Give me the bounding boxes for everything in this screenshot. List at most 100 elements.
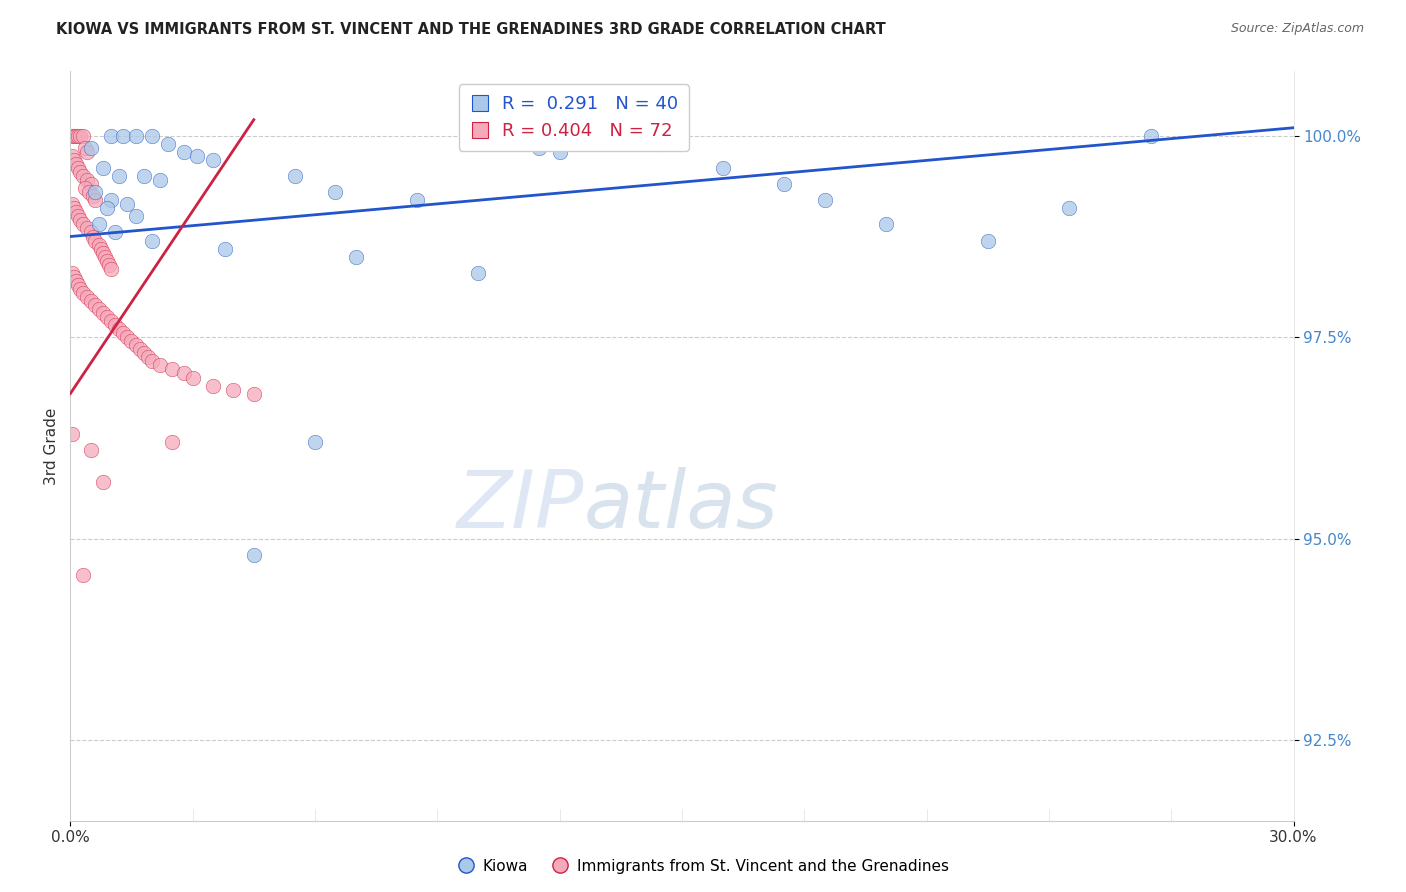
Point (711, 161, 734, 175)
Point (67, 128, 90, 143)
Point (98, 258, 121, 272)
Point (202, 153, 225, 167)
Point (136, 351, 159, 365)
Point (79, 443, 103, 458)
Point (79, 177, 103, 191)
Point (100, 128, 122, 143)
Point (69, 165, 91, 179)
Point (406, 194, 429, 208)
Point (124, 210, 146, 224)
Point (69, 282, 91, 296)
Point (304, 434, 326, 449)
Point (117, 330, 139, 344)
Point (173, 367, 195, 381)
Point (157, 136, 180, 151)
Point (100, 261, 122, 276)
Point (94, 250, 117, 264)
Point (91, 245, 114, 260)
Point (108, 169, 131, 183)
Point (96, 253, 118, 268)
Point (124, 128, 146, 143)
Point (284, 169, 307, 183)
Point (243, 548, 266, 562)
Legend: Kiowa, Immigrants from St. Vincent and the Grenadines: Kiowa, Immigrants from St. Vincent and t… (451, 853, 955, 880)
Point (91, 161, 114, 175)
Point (77, 185, 100, 199)
Point (162, 434, 183, 449)
Point (65, 205, 87, 219)
Y-axis label: 3rd Grade: 3rd Grade (44, 408, 59, 484)
Point (141, 128, 163, 143)
Point (141, 234, 163, 248)
Point (104, 318, 127, 333)
Point (72, 169, 94, 183)
Point (63, 153, 86, 167)
Point (60, 128, 83, 143)
Point (67, 277, 90, 292)
Point (87, 218, 110, 232)
Point (141, 354, 163, 368)
Point (73, 181, 96, 195)
Point (63, 269, 86, 284)
Point (162, 362, 183, 376)
Point (82, 229, 104, 244)
Point (91, 306, 114, 320)
Point (83, 194, 105, 208)
Point (181, 370, 204, 384)
Point (63, 202, 86, 216)
Point (976, 234, 998, 248)
Point (69, 213, 91, 227)
Point (79, 293, 103, 308)
Text: Source: ZipAtlas.com: Source: ZipAtlas.com (1230, 22, 1364, 36)
Point (67, 210, 90, 224)
Point (60, 266, 83, 280)
Point (875, 218, 897, 232)
Point (773, 177, 796, 191)
Point (186, 149, 208, 163)
Point (112, 128, 135, 143)
Point (222, 383, 245, 397)
Text: ZIP: ZIP (457, 467, 583, 545)
Point (813, 194, 835, 208)
Point (79, 141, 103, 155)
Point (72, 218, 94, 232)
Point (589, 128, 612, 143)
Point (173, 145, 195, 159)
Point (121, 334, 143, 349)
Point (529, 141, 551, 155)
Point (60, 149, 83, 163)
Point (650, 136, 672, 151)
Point (83, 298, 105, 312)
Point (96, 202, 118, 216)
Point (72, 128, 94, 143)
Point (82, 189, 104, 203)
Point (65, 157, 87, 171)
Point (60, 197, 83, 211)
Point (100, 194, 122, 208)
Point (76, 290, 98, 304)
Text: atlas: atlas (583, 467, 779, 545)
Point (65, 274, 87, 288)
Point (83, 185, 105, 199)
Point (60, 426, 83, 441)
Point (91, 475, 114, 490)
Point (149, 359, 172, 373)
Point (128, 343, 150, 357)
Point (87, 301, 110, 316)
Text: KIOWA VS IMMIGRANTS FROM ST. VINCENT AND THE GRENADINES 3RD GRADE CORRELATION CH: KIOWA VS IMMIGRANTS FROM ST. VINCENT AND… (56, 22, 886, 37)
Point (65, 128, 87, 143)
Point (467, 266, 489, 280)
Point (548, 145, 571, 159)
Point (243, 386, 266, 401)
Point (108, 322, 131, 336)
Point (76, 145, 98, 159)
Point (73, 141, 96, 155)
Point (72, 568, 94, 582)
Point (117, 197, 139, 211)
Point (67, 161, 90, 175)
Point (90, 242, 112, 256)
Point (96, 310, 118, 324)
Point (1057, 202, 1080, 216)
Point (132, 346, 155, 360)
Point (214, 242, 236, 256)
